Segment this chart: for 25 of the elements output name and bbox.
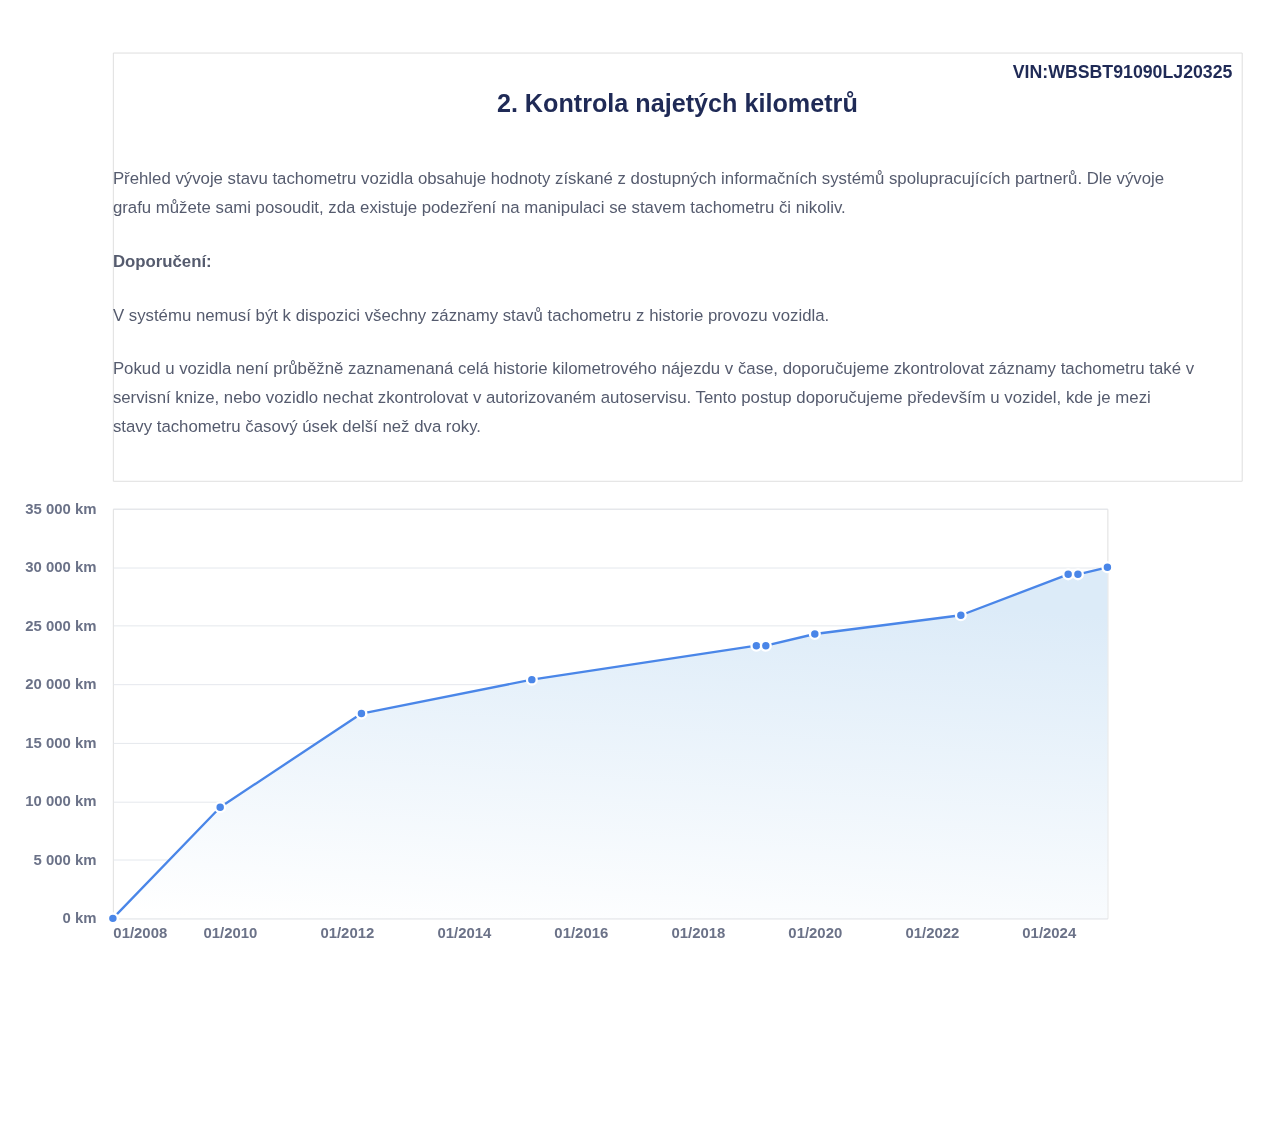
x-tick-label: 01/2014: [437, 924, 493, 942]
y-tick-label: 5 000 km: [33, 850, 97, 868]
y-tick-label: 10 000 km: [25, 792, 97, 810]
text: Přehled vývoje stavu tachometru vozidla obsahuje hodnoty získané z dostupných informačních systémů spolupracujících partnerů. Dle vývoje grafu můžete sami posoudit, zda existuje podezření na manipulaci se stavem tachometru či nikoliv.: [112, 169, 1165, 217]
x-tick-label: 01/2016: [554, 924, 609, 942]
y-tick-label: 35 000 km: [25, 499, 97, 517]
x-tick-label: 01/2022: [905, 924, 960, 942]
point: [1071, 568, 1084, 581]
x-tick-label: 01/2024: [1022, 924, 1077, 942]
y-tick-label: 15 000 km: [25, 733, 97, 751]
point: [214, 801, 227, 814]
text: VIN:WBSBT91090LJ20325: [1012, 62, 1233, 83]
x-tick-label: 01/2008: [113, 924, 168, 942]
y-tick-label: 0 km: [62, 909, 97, 927]
x-tick-label: 01/2018: [671, 924, 726, 942]
text: Doporučení:: [112, 251, 212, 271]
x-tick-label: 01/2012: [320, 924, 375, 942]
y-tick-label: 25 000 km: [25, 616, 97, 634]
text: Pokud u vozidla není průběžně zaznamenaná celá historie kilometrového nájezdu v čase, doporučujeme zkontrolovat záznamy tachometru také v servisní knize, nebo vozidlo nechat zkontrolovat v autorizovaném autoservisu. Tento postup doporučujeme především u vozidel, kde je mezi stavy tachometru časový úsek delší než dva roky.: [112, 359, 1195, 436]
y-tick-label: 30 000 km: [25, 558, 97, 576]
x-tick-label: 01/2010: [203, 924, 258, 942]
x-tick-label: 01/2020: [788, 924, 843, 942]
text: V systému nemusí být k dispozici všechny záznamy stavů tachometru z historie provozu vozidla.: [112, 305, 830, 325]
y-tick-label: 20 000 km: [25, 675, 97, 693]
chart-title: 2. Kontrola najetých kilometrů: [496, 89, 858, 118]
